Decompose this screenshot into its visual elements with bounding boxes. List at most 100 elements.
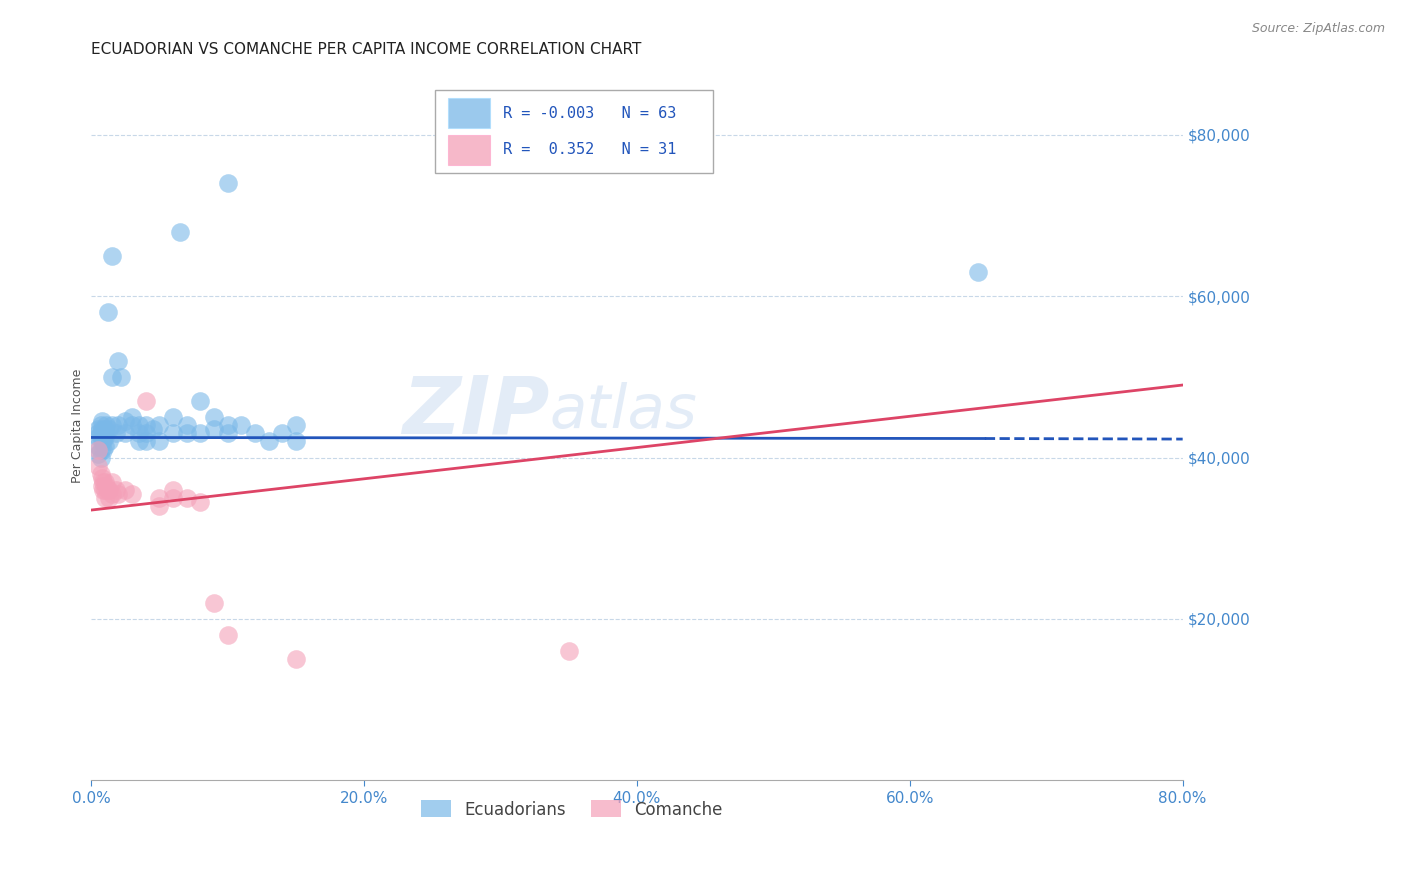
- Point: [94, 438, 117, 452]
- Point: [148, 434, 170, 449]
- Point: [257, 434, 280, 449]
- Point: [176, 426, 198, 441]
- Point: [93, 442, 115, 457]
- Text: R =  0.352   N = 31: R = 0.352 N = 31: [503, 143, 676, 157]
- Point: [284, 434, 307, 449]
- Point: [162, 426, 184, 441]
- Point: [87, 458, 110, 473]
- Point: [94, 491, 117, 505]
- Point: [91, 434, 114, 449]
- Point: [135, 418, 157, 433]
- Point: [100, 475, 122, 489]
- Point: [188, 394, 211, 409]
- Point: [128, 418, 150, 433]
- Point: [104, 426, 127, 441]
- Point: [94, 483, 117, 497]
- Point: [231, 418, 253, 433]
- Text: Source: ZipAtlas.com: Source: ZipAtlas.com: [1251, 22, 1385, 36]
- Point: [87, 447, 110, 461]
- Point: [90, 418, 112, 433]
- Point: [87, 426, 110, 441]
- Point: [148, 491, 170, 505]
- Point: [217, 426, 239, 441]
- FancyBboxPatch shape: [449, 98, 489, 128]
- Point: [202, 410, 225, 425]
- Point: [967, 265, 990, 279]
- Point: [169, 225, 191, 239]
- Point: [91, 414, 114, 428]
- Y-axis label: Per Capita Income: Per Capita Income: [72, 368, 84, 483]
- Point: [121, 410, 143, 425]
- Point: [162, 410, 184, 425]
- Point: [148, 499, 170, 513]
- FancyBboxPatch shape: [434, 89, 713, 173]
- Point: [162, 483, 184, 497]
- Point: [94, 422, 117, 436]
- Point: [100, 370, 122, 384]
- Point: [100, 249, 122, 263]
- Point: [121, 487, 143, 501]
- Point: [90, 467, 112, 481]
- Point: [107, 418, 129, 433]
- Point: [243, 426, 266, 441]
- Point: [96, 483, 118, 497]
- Point: [87, 438, 110, 452]
- Point: [202, 596, 225, 610]
- Point: [87, 430, 110, 444]
- Point: [87, 422, 110, 436]
- Point: [97, 422, 120, 436]
- Point: [135, 434, 157, 449]
- Point: [217, 628, 239, 642]
- Text: R = -0.003   N = 63: R = -0.003 N = 63: [503, 105, 676, 120]
- Point: [93, 434, 115, 449]
- Point: [91, 479, 114, 493]
- Point: [142, 422, 165, 436]
- Point: [90, 450, 112, 465]
- Point: [93, 483, 115, 497]
- Point: [110, 370, 132, 384]
- Point: [188, 495, 211, 509]
- Point: [217, 177, 239, 191]
- Point: [100, 418, 122, 433]
- Point: [284, 652, 307, 666]
- Point: [188, 426, 211, 441]
- Point: [128, 434, 150, 449]
- Point: [94, 475, 117, 489]
- Point: [114, 483, 136, 497]
- Point: [90, 426, 112, 441]
- Point: [93, 475, 115, 489]
- Point: [90, 442, 112, 457]
- Point: [107, 487, 129, 501]
- Point: [97, 483, 120, 497]
- Point: [96, 305, 118, 319]
- Point: [121, 418, 143, 433]
- Point: [96, 426, 118, 441]
- Point: [135, 394, 157, 409]
- FancyBboxPatch shape: [449, 135, 489, 165]
- Point: [176, 418, 198, 433]
- Point: [202, 422, 225, 436]
- Point: [114, 414, 136, 428]
- Text: ZIP: ZIP: [402, 372, 550, 450]
- Text: atlas: atlas: [550, 382, 697, 441]
- Legend: Ecuadorians, Comanche: Ecuadorians, Comanche: [413, 794, 728, 825]
- Point: [135, 426, 157, 441]
- Point: [97, 434, 120, 449]
- Point: [96, 418, 118, 433]
- Point: [107, 354, 129, 368]
- Point: [284, 418, 307, 433]
- Point: [91, 422, 114, 436]
- Point: [94, 430, 117, 444]
- Point: [100, 487, 122, 501]
- Point: [557, 644, 579, 658]
- Point: [93, 426, 115, 441]
- Point: [217, 418, 239, 433]
- Point: [176, 491, 198, 505]
- Point: [114, 426, 136, 441]
- Point: [97, 491, 120, 505]
- Point: [104, 483, 127, 497]
- Point: [96, 479, 118, 493]
- Point: [162, 491, 184, 505]
- Text: ECUADORIAN VS COMANCHE PER CAPITA INCOME CORRELATION CHART: ECUADORIAN VS COMANCHE PER CAPITA INCOME…: [91, 42, 641, 57]
- Point: [87, 442, 110, 457]
